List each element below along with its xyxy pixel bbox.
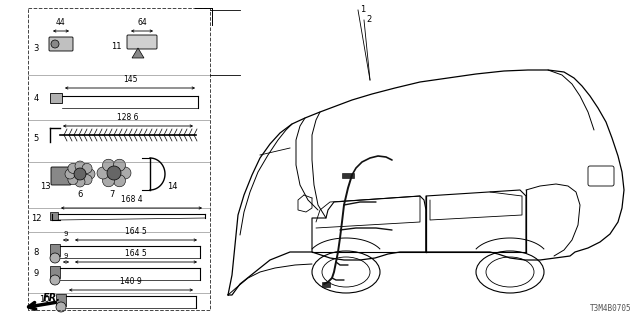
Text: 9: 9	[33, 269, 38, 278]
Circle shape	[56, 302, 66, 312]
Text: 11: 11	[111, 42, 121, 51]
Circle shape	[68, 175, 78, 185]
Circle shape	[75, 177, 85, 187]
Ellipse shape	[476, 251, 544, 293]
Text: 14: 14	[167, 181, 177, 190]
Bar	[342, 173, 354, 178]
Circle shape	[113, 175, 125, 187]
Circle shape	[85, 169, 95, 179]
Circle shape	[102, 159, 115, 171]
Text: 6: 6	[77, 189, 83, 198]
FancyBboxPatch shape	[127, 35, 157, 49]
Text: 44: 44	[56, 18, 66, 27]
Text: T3M4B0705: T3M4B0705	[590, 304, 632, 313]
Text: 164 5: 164 5	[125, 227, 147, 236]
Text: 4: 4	[33, 93, 38, 102]
Text: 1: 1	[360, 4, 365, 13]
Circle shape	[97, 167, 109, 179]
Bar	[50, 212, 58, 220]
Circle shape	[82, 175, 92, 185]
Bar	[50, 244, 60, 256]
Text: 13: 13	[40, 181, 51, 190]
Text: 10: 10	[39, 295, 49, 305]
Text: 7: 7	[109, 189, 115, 198]
Circle shape	[74, 168, 86, 180]
Circle shape	[65, 169, 75, 179]
Polygon shape	[132, 48, 144, 58]
Text: 9: 9	[64, 231, 68, 237]
Text: FR.: FR.	[43, 293, 61, 303]
Circle shape	[107, 166, 121, 180]
Bar	[50, 266, 60, 278]
Circle shape	[68, 163, 78, 173]
Bar	[322, 282, 330, 287]
Text: 2: 2	[366, 14, 371, 23]
Text: 145: 145	[123, 75, 137, 84]
Circle shape	[75, 161, 85, 171]
FancyBboxPatch shape	[49, 37, 73, 51]
Text: 64: 64	[137, 18, 147, 27]
Text: 140 9: 140 9	[120, 277, 142, 286]
Circle shape	[50, 253, 60, 263]
FancyBboxPatch shape	[51, 167, 71, 185]
Circle shape	[51, 40, 59, 48]
Circle shape	[102, 175, 115, 187]
Text: 164 5: 164 5	[125, 249, 147, 258]
Circle shape	[113, 159, 125, 171]
Ellipse shape	[312, 251, 380, 293]
Text: 168 4: 168 4	[121, 195, 142, 204]
Bar	[56, 294, 66, 306]
Circle shape	[82, 163, 92, 173]
Text: 128 6: 128 6	[117, 113, 139, 122]
Text: 9: 9	[64, 253, 68, 259]
Circle shape	[50, 275, 60, 285]
Text: 12: 12	[31, 213, 41, 222]
Text: 8: 8	[33, 247, 38, 257]
Circle shape	[119, 167, 131, 179]
Text: 5: 5	[33, 133, 38, 142]
Text: 3: 3	[33, 44, 38, 52]
Bar	[50, 93, 62, 103]
